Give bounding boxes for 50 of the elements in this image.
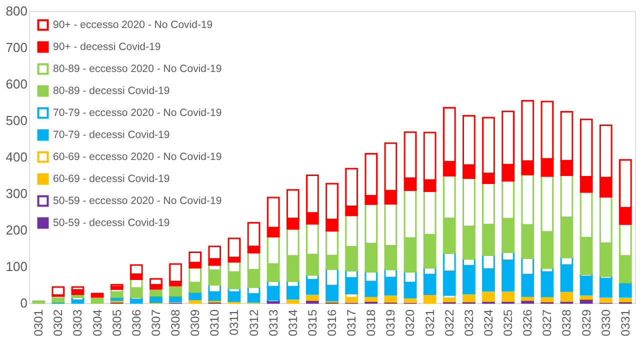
y-tick-label: 700 (6, 40, 28, 55)
legend-label: 50-59 - eccesso 2020 - No Covid-19 (53, 195, 222, 207)
x-tick-label: 0301 (32, 309, 46, 336)
legend-label: 90+ - eccesso 2020 - No Covid-19 (53, 19, 213, 31)
x-tick-label: 0327 (540, 309, 554, 336)
x-tick-label: 0320 (403, 309, 418, 336)
y-tick-label: 500 (6, 113, 28, 128)
x-tick-label: 0319 (384, 309, 398, 336)
y-tick-label: 300 (6, 186, 28, 201)
y-tick-label: 0 (20, 296, 28, 310)
x-tick-label: 0323 (462, 309, 476, 336)
y-tick-label: 600 (6, 76, 28, 92)
x-tick-label: 0309 (188, 309, 202, 336)
x-tick-label: 0331 (618, 309, 632, 336)
x-tick-label: 0317 (344, 309, 359, 336)
y-tick-label: 800 (6, 4, 28, 18)
legend-label: 50-59 - decessi Covid-19 (53, 217, 170, 229)
x-tick-label: 0305 (110, 309, 124, 336)
legend-label: 80-89 - eccesso 2020 - No Covid-19 (53, 63, 222, 75)
x-tick-label: 0312 (246, 309, 261, 336)
x-tick-label: 0304 (90, 309, 104, 336)
legend-label: 60-69 - eccesso 2020 - No Covid-19 (53, 151, 222, 163)
x-tick-label: 0326 (520, 309, 535, 336)
x-tick-label: 0322 (442, 309, 456, 336)
x-tick-label: 0315 (305, 309, 320, 336)
x-tick-label: 0310 (208, 309, 222, 336)
x-tick-label: 0313 (266, 309, 280, 336)
y-tick-label: 100 (6, 259, 28, 274)
x-tick-label: 0321 (422, 309, 437, 336)
legend-label: 70-79 - decessi Covid-19 (53, 129, 170, 141)
x-tick-label: 0314 (286, 309, 300, 336)
x-tick-label: 0325 (501, 309, 516, 336)
x-tick-label: 0324 (481, 309, 496, 336)
x-tick-label: 0302 (51, 309, 66, 336)
x-tick-label: 0306 (129, 309, 144, 336)
x-tick-label: 0318 (364, 309, 378, 336)
y-tick-label: 400 (6, 150, 28, 164)
legend-label: 60-69 - decessi Covid-19 (53, 173, 170, 185)
y-tick-label: 200 (6, 222, 28, 238)
x-tick-label: 0316 (325, 309, 339, 336)
x-tick-label: 0329 (579, 309, 594, 336)
x-tick-label: 0311 (227, 309, 242, 336)
x-tick-label: 0330 (598, 309, 613, 336)
x-tick-label: 0328 (560, 309, 574, 336)
x-tick-label: 0308 (168, 309, 183, 336)
legend-label: 70-79 - eccesso 2020 - No Covid-19 (53, 107, 222, 119)
x-tick-label: 0303 (70, 309, 85, 336)
legend-label: 90+ - decessi Covid-19 (53, 41, 161, 53)
x-tick-label: 0307 (148, 309, 163, 336)
legend-label: 80-89 - decessi Covid-19 (53, 85, 170, 97)
